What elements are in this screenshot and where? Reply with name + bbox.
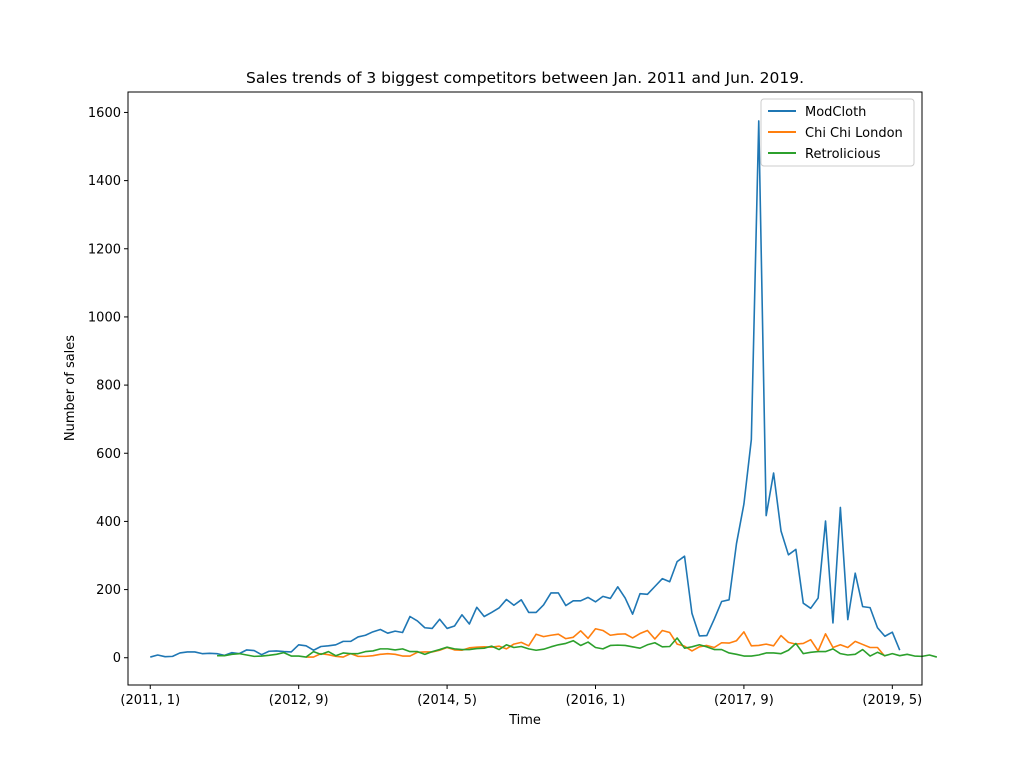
x-axis-label: Time (508, 713, 541, 728)
x-tick-label: (2011, 1) (120, 693, 180, 708)
x-tick-label: (2016, 1) (566, 693, 626, 708)
legend-label-chi-chi-london: Chi Chi London (805, 126, 903, 141)
series-line-chi-chi-london (306, 627, 886, 658)
legend-label-modcloth: ModCloth (805, 105, 866, 120)
x-tick-label: (2012, 9) (269, 693, 329, 708)
y-tick-label: 800 (96, 379, 121, 394)
y-tick-label: 1200 (88, 242, 121, 257)
y-tick-label: 1000 (88, 310, 121, 325)
legend-label-retrolicious: Retrolicious (805, 147, 881, 162)
legend-box (760, 98, 915, 167)
y-axis-ticks: 0 200 400 600 800 1000 1200 1400 1600 (88, 106, 128, 666)
chart-title: Sales trends of 3 biggest competitors be… (246, 69, 804, 87)
series-line-retrolicious (217, 637, 938, 658)
y-tick-label: 1600 (88, 106, 121, 121)
x-tick-label: (2019, 5) (862, 693, 922, 708)
y-tick-label: 200 (96, 583, 121, 598)
x-axis-ticks: (2011, 1) (2012, 9) (2014, 5) (2016, 1) (201… (120, 685, 922, 708)
series-line-modcloth (150, 120, 901, 658)
legend: ModCloth Chi Chi London Retrolicious (760, 98, 915, 167)
plot-frame (127, 91, 923, 686)
y-axis-label: Number of sales (63, 335, 78, 441)
x-tick-label: (2014, 5) (417, 693, 477, 708)
series-layer (150, 120, 938, 658)
x-tick-label: (2017, 9) (714, 693, 774, 708)
y-tick-label: 1400 (88, 174, 121, 189)
y-tick-label: 0 (113, 651, 121, 666)
y-tick-label: 600 (96, 447, 121, 462)
y-tick-label: 400 (96, 515, 121, 530)
